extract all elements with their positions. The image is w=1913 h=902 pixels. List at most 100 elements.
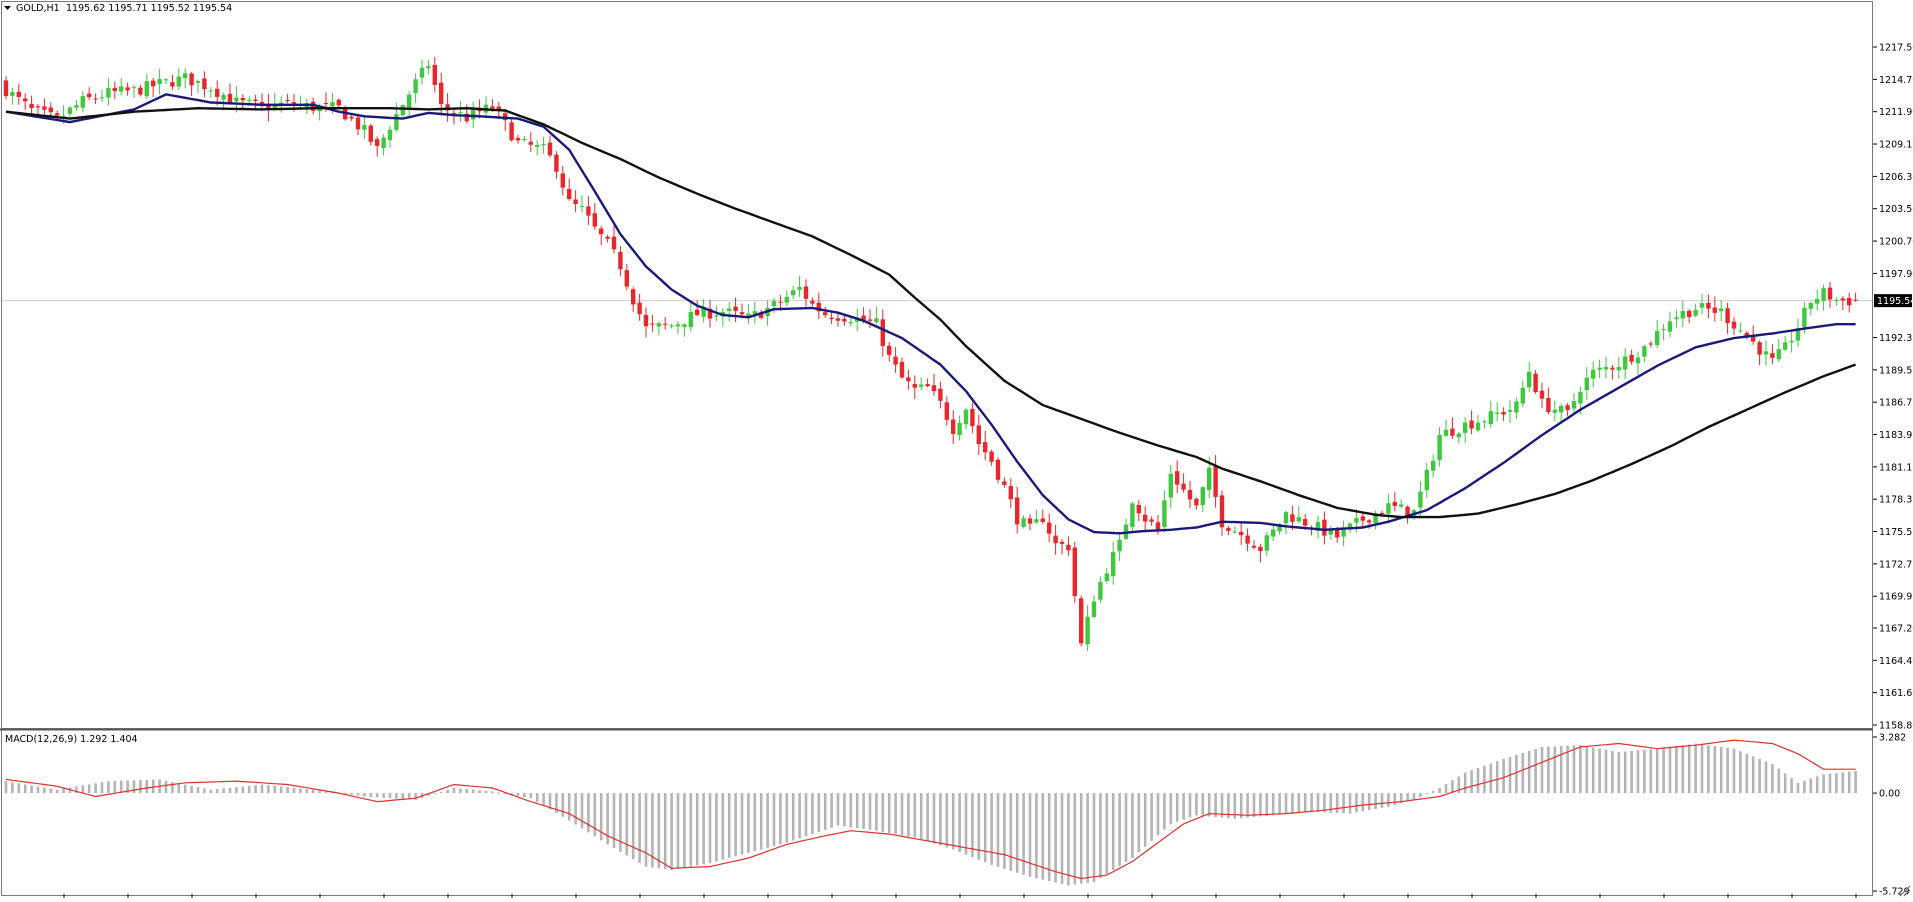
- bull-candle-body: [1789, 340, 1794, 343]
- bear-candle-body: [1610, 367, 1615, 370]
- price-tick-label: 1167.20: [1879, 623, 1913, 634]
- bear-candle-body: [643, 314, 649, 327]
- macd-histogram-bar: [427, 793, 430, 796]
- macd-panel-frame: [1, 729, 1873, 896]
- bear-candle-body: [1258, 546, 1263, 552]
- bear-candle-body: [445, 104, 450, 111]
- bull-candle-body: [419, 67, 425, 78]
- macd-histogram-bar: [1015, 793, 1019, 873]
- bull-candle-body: [541, 144, 546, 146]
- bear-candle-body: [1149, 519, 1154, 522]
- macd-histogram-bar: [171, 781, 174, 794]
- macd-histogram-bar: [279, 786, 283, 794]
- bull-candle-body: [1693, 309, 1698, 316]
- bear-candle-body: [1450, 428, 1455, 436]
- bull-candle-body: [1642, 346, 1647, 357]
- macd-histogram-bar: [1668, 746, 1672, 794]
- macd-histogram-bar: [1259, 793, 1262, 817]
- macd-histogram-bar: [1227, 793, 1230, 819]
- macd-histogram-bar: [94, 783, 97, 794]
- macd-histogram-bar: [1092, 793, 1096, 882]
- macd-histogram-bar: [1540, 746, 1544, 794]
- macd-histogram-bar: [1572, 745, 1576, 794]
- resize-grip-icon[interactable]: [1899, 885, 1911, 897]
- macd-histogram-bar: [305, 789, 309, 794]
- bull-candle-body: [1264, 535, 1269, 551]
- macd-histogram-bar: [1566, 745, 1569, 794]
- macd-label: MACD(12,26,9) 1.292 1.404: [5, 734, 138, 745]
- bull-candle-body: [1328, 528, 1333, 535]
- bear-candle-body: [503, 113, 508, 121]
- macd-histogram-bar: [1771, 764, 1774, 794]
- macd-histogram-bar: [663, 793, 667, 870]
- macd-histogram-bar: [1137, 793, 1141, 853]
- macd-histogram-bar: [1156, 793, 1160, 836]
- bull-candle-body: [963, 409, 969, 425]
- bull-candle-body: [119, 86, 124, 92]
- bear-candle-body: [1053, 535, 1058, 544]
- bull-candle-body: [381, 137, 386, 149]
- macd-histogram-bar: [1079, 793, 1083, 884]
- macd-histogram-bar: [446, 789, 449, 794]
- bear-candle-body: [912, 383, 917, 388]
- bear-candle-body: [554, 154, 559, 172]
- bear-candle-body: [240, 98, 245, 101]
- macd-histogram-bar: [1732, 748, 1736, 794]
- macd-histogram-bar: [1719, 746, 1723, 794]
- bear-candle-body: [861, 315, 866, 321]
- macd-histogram-bar: [1316, 793, 1320, 813]
- bear-candle-body: [496, 106, 501, 111]
- bear-candle-body: [490, 106, 495, 109]
- macd-histogram-bar: [785, 793, 789, 843]
- bull-candle-body: [1815, 298, 1820, 304]
- macd-histogram-bar: [126, 780, 129, 794]
- macd-histogram-bar: [734, 793, 737, 857]
- macd-histogram-bar: [542, 793, 545, 806]
- macd-histogram-bar: [939, 793, 942, 846]
- bear-candle-body: [1731, 321, 1737, 329]
- macd-histogram-bar: [292, 787, 296, 794]
- bull-candle-body: [426, 66, 431, 69]
- macd-histogram-bar: [1483, 765, 1486, 794]
- macd-histogram-bar: [1374, 793, 1377, 810]
- bull-candle-body: [195, 81, 201, 83]
- bear-candle-body: [1539, 390, 1545, 399]
- macd-histogram-bar: [241, 786, 245, 794]
- bull-candle-body: [675, 324, 681, 327]
- bull-candle-body: [1475, 422, 1481, 431]
- macd-histogram-bar: [1713, 746, 1717, 794]
- bull-candle-body: [1162, 500, 1167, 528]
- bear-candle-body: [23, 98, 28, 102]
- macd-histogram-bar: [1803, 780, 1806, 794]
- bull-candle-body: [1719, 308, 1724, 312]
- bear-candle-body: [1226, 527, 1231, 531]
- macd-histogram-bar: [567, 793, 571, 821]
- macd-histogram-bar: [497, 792, 501, 794]
- bear-candle-body: [1687, 310, 1692, 317]
- bull-candle-body: [874, 318, 879, 323]
- macd-histogram-bar: [1105, 793, 1109, 874]
- macd-histogram-bar: [254, 785, 257, 794]
- macd-histogram-bar: [689, 793, 693, 867]
- dropdown-triangle-icon[interactable]: [4, 6, 11, 10]
- macd-histogram-bar: [580, 793, 584, 829]
- macd-histogram-bar: [676, 793, 680, 869]
- bull-candle-body: [1104, 573, 1109, 582]
- bull-candle-body: [1200, 487, 1205, 506]
- bull-candle-body: [1431, 460, 1436, 471]
- macd-histogram-bar: [1476, 768, 1480, 794]
- bear-candle-body: [202, 78, 207, 90]
- macd-histogram-bar: [843, 793, 846, 827]
- macd-histogram-bar: [324, 791, 328, 794]
- bull-candle-body: [1495, 412, 1500, 414]
- bear-candle-body: [3, 80, 9, 97]
- macd-histogram-bar: [1009, 793, 1013, 871]
- bull-candle-body: [157, 79, 162, 84]
- bear-candle-body: [227, 93, 233, 104]
- macd-histogram-bar: [260, 784, 264, 794]
- macd-histogram-bar: [478, 790, 481, 794]
- bull-candle-body: [208, 90, 213, 92]
- bull-candle-body: [183, 73, 188, 79]
